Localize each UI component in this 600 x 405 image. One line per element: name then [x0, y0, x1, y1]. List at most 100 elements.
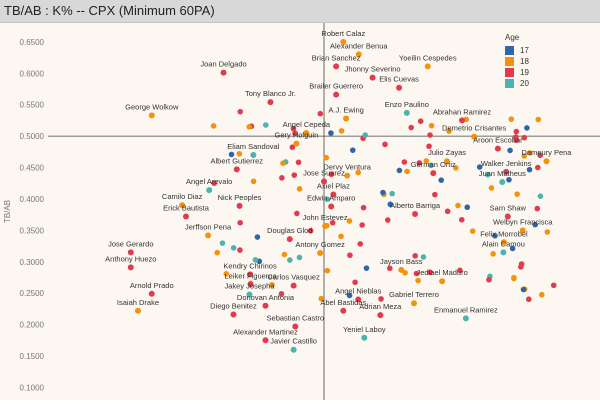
legend-item-19[interactable]: 19	[505, 67, 565, 78]
scatter-point	[462, 315, 469, 322]
scatter-point	[439, 278, 446, 285]
scatter-point	[535, 164, 541, 171]
scatter-point	[420, 254, 427, 260]
scatter-point	[295, 159, 302, 166]
y-tick-label: 0.4000	[20, 195, 45, 204]
scatter-point	[287, 257, 293, 263]
scatter-point	[360, 204, 367, 211]
scatter-point	[340, 307, 347, 314]
scatter-point	[250, 178, 257, 185]
scatter-point	[179, 202, 186, 209]
scatter-point	[543, 158, 550, 165]
scatter-point	[237, 108, 244, 115]
legend-label-20: 20	[520, 79, 529, 88]
point-label: German Ortiz	[411, 160, 456, 169]
scatter-point	[246, 124, 253, 130]
point-label: Juan Matheus	[479, 169, 526, 178]
scatter-point	[210, 123, 217, 129]
scatter-point	[183, 213, 189, 220]
scatter-point	[333, 91, 340, 98]
scatter-point	[359, 222, 365, 228]
scatter-point	[438, 177, 445, 183]
point-label: Kendry Chirinos	[223, 261, 277, 270]
scatter-point	[328, 203, 335, 210]
scatter-point	[514, 191, 520, 197]
scatter-point	[127, 249, 134, 256]
scatter-point	[508, 116, 515, 122]
scatter-point	[228, 151, 235, 158]
point-label: Jhonny Severino	[345, 65, 401, 74]
scatter-point	[338, 233, 344, 240]
scatter-point	[524, 125, 530, 131]
scatter-point	[233, 166, 240, 173]
y-tick-label: 0.4500	[20, 164, 45, 173]
point-label: Demetrio Crisantes	[442, 124, 506, 133]
scatter-point	[280, 160, 286, 166]
scatter-point	[453, 165, 459, 171]
legend-item-18[interactable]: 18	[505, 56, 565, 67]
y-tick-label: 0.1000	[20, 383, 45, 392]
point-label: Alberto Barriga	[390, 201, 441, 210]
scatter-point	[535, 116, 542, 123]
scatter-point	[322, 222, 329, 229]
point-label: Erick Bautista	[163, 204, 210, 213]
scatter-point	[500, 249, 507, 256]
scatter-point	[408, 124, 415, 131]
scatter-point	[401, 159, 408, 165]
y-tick-label: 0.3500	[20, 226, 45, 235]
scatter-point	[355, 296, 362, 303]
point-label: Yeniel Laboy	[343, 325, 386, 334]
scatter-point	[504, 213, 511, 220]
scatter-point	[236, 202, 243, 209]
legend-item-20[interactable]: 20	[505, 78, 565, 89]
scatter-point	[464, 204, 471, 211]
point-label: Antony Gomez	[295, 240, 345, 249]
scatter-point	[387, 201, 394, 208]
point-label: Angel Nieblas	[335, 286, 382, 295]
scatter-point	[369, 74, 376, 81]
scatter-point	[148, 290, 155, 297]
point-label: Brian Sanchez	[312, 53, 361, 62]
point-label: Abrahan Ramirez	[433, 107, 492, 116]
point-label: Angel Cepeda	[283, 120, 331, 129]
scatter-point	[544, 229, 551, 235]
scatter-point	[321, 178, 327, 185]
y-tick-label: 0.5000	[20, 132, 45, 141]
scatter-point	[278, 291, 285, 297]
scatter-point	[329, 219, 336, 226]
point-label: Jose Gerardo	[108, 239, 153, 248]
point-label: Alexander Benua	[330, 41, 388, 50]
legend-item-17[interactable]: 17	[505, 45, 565, 56]
scatter-point	[292, 130, 298, 136]
scatter-point	[398, 266, 405, 273]
scatter-point	[507, 147, 513, 154]
scatter-point	[262, 302, 269, 309]
scatter-point	[444, 158, 451, 165]
scatter-point	[494, 145, 501, 152]
legend-swatch-18	[505, 57, 514, 66]
scatter-point	[446, 128, 452, 134]
scatter-point	[428, 122, 435, 129]
scatter-point	[403, 109, 410, 116]
legend-swatch-20	[505, 79, 514, 88]
point-label: Javier Castillo	[270, 337, 317, 346]
scatter-point	[362, 132, 369, 138]
scatter-point	[237, 247, 243, 253]
scatter-point	[294, 210, 300, 217]
scatter-point	[317, 249, 324, 256]
scatter-point	[550, 282, 557, 289]
scatter-point	[521, 153, 528, 159]
scatter-point	[511, 274, 517, 281]
scatter-point	[380, 189, 386, 196]
scatter-point	[206, 187, 213, 194]
scatter-point	[291, 172, 298, 178]
scatter-point	[378, 296, 384, 302]
y-tick-label: 0.2000	[20, 321, 45, 330]
scatter-point	[509, 245, 516, 252]
scatter-point	[205, 232, 212, 239]
scatter-point	[426, 143, 432, 150]
y-tick-label: 0.6000	[20, 69, 45, 78]
scatter-point	[323, 154, 330, 161]
scatter-point	[471, 133, 478, 140]
legend-swatch-17	[505, 46, 514, 55]
